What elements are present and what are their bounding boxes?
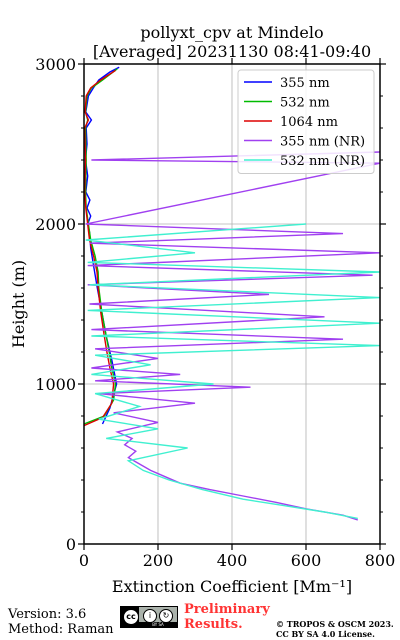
x-tick-label: 200 bbox=[143, 551, 174, 570]
legend-label: 1064 nm bbox=[280, 115, 338, 130]
preliminary-results-note: Preliminary Results. bbox=[184, 602, 270, 632]
x-axis-label: Extinction Coefficient [Mm⁻¹] bbox=[112, 577, 352, 596]
x-tick-label: 600 bbox=[291, 551, 322, 570]
series-line-4 bbox=[85, 223, 380, 520]
y-tick-label: 0 bbox=[66, 535, 76, 554]
series-line-3 bbox=[85, 151, 380, 521]
chart-title-line2: [Averaged] 20231130 08:41-09:40 bbox=[93, 42, 371, 61]
legend-label: 355 nm (NR) bbox=[280, 135, 365, 150]
copyright-line2: CC BY SA 4.0 License. bbox=[276, 629, 375, 639]
copyright-line1: © TROPOS & OSCM 2023. bbox=[276, 619, 394, 629]
y-tick-label: 2000 bbox=[35, 215, 76, 234]
cc-license-badge: cc i ↻ BY SA bbox=[120, 606, 178, 628]
method-text: Method: Raman bbox=[8, 622, 114, 637]
chart: pollyxt_cpv at Mindelo [Averaged] 202311… bbox=[9, 23, 395, 596]
copyright-note: © TROPOS & OSCM 2023. CC BY SA 4.0 Licen… bbox=[276, 619, 394, 639]
y-axis-label: Height (m) bbox=[9, 260, 28, 348]
preliminary-line1: Preliminary bbox=[184, 602, 270, 617]
series-layer bbox=[84, 66, 380, 521]
version-text: Version: 3.6 bbox=[8, 607, 87, 622]
cc-badge-label: BY SA bbox=[139, 622, 177, 627]
preliminary-line2: Results. bbox=[184, 617, 243, 632]
legend-label: 355 nm bbox=[280, 76, 330, 91]
x-tick-label: 0 bbox=[79, 551, 89, 570]
legend-box bbox=[237, 69, 375, 174]
by-icon: i bbox=[143, 609, 157, 623]
sa-icon: ↻ bbox=[159, 609, 173, 623]
y-tick-label: 3000 bbox=[35, 55, 76, 74]
x-tick-label: 800 bbox=[365, 551, 396, 570]
ticks: 0 200 400 600 800 0 1000 2000 3000 bbox=[35, 55, 395, 570]
x-tick-label: 400 bbox=[217, 551, 248, 570]
cc-icon: cc bbox=[123, 609, 139, 625]
legend-label: 532 nm (NR) bbox=[280, 154, 365, 169]
legend: 355 nm 532 nm 1064 nm 355 nm (NR) 532 nm (NR… bbox=[237, 69, 375, 174]
chart-title-line1: pollyxt_cpv at Mindelo bbox=[140, 23, 323, 42]
y-tick-label: 1000 bbox=[35, 375, 76, 394]
legend-label: 532 nm bbox=[280, 96, 330, 111]
